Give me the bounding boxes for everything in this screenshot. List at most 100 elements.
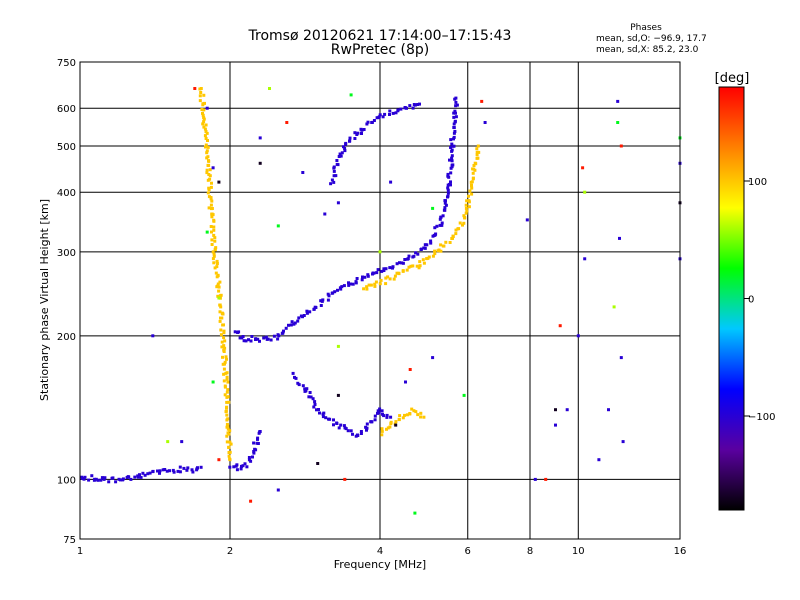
data-point bbox=[228, 440, 232, 444]
data-point bbox=[414, 410, 418, 414]
data-point bbox=[616, 99, 620, 103]
data-point bbox=[143, 473, 147, 477]
data-point bbox=[225, 418, 229, 422]
data-point bbox=[450, 142, 454, 146]
data-point bbox=[293, 321, 297, 325]
data-point bbox=[332, 165, 336, 169]
data-point bbox=[416, 252, 420, 256]
data-point bbox=[212, 254, 216, 258]
data-point bbox=[422, 261, 426, 265]
data-point bbox=[326, 292, 330, 296]
data-point bbox=[444, 203, 448, 207]
data-point bbox=[225, 395, 229, 399]
data-point bbox=[452, 111, 456, 115]
data-point bbox=[361, 275, 364, 279]
data-point bbox=[583, 257, 587, 261]
data-point bbox=[294, 376, 298, 380]
data-point bbox=[185, 468, 189, 472]
data-point bbox=[467, 199, 471, 203]
data-point bbox=[373, 282, 377, 286]
data-point bbox=[422, 415, 426, 419]
data-point bbox=[380, 409, 384, 413]
data-point bbox=[406, 257, 410, 261]
data-point bbox=[363, 275, 367, 279]
data-point bbox=[210, 238, 214, 242]
data-point bbox=[471, 171, 475, 175]
data-point bbox=[302, 314, 306, 317]
data-point bbox=[191, 470, 195, 474]
data-point bbox=[266, 337, 270, 341]
data-point bbox=[214, 246, 218, 250]
data-point bbox=[372, 271, 376, 275]
data-point bbox=[405, 413, 409, 417]
data-point bbox=[253, 447, 257, 451]
data-point bbox=[227, 432, 231, 436]
data-point bbox=[285, 121, 289, 124]
data-point bbox=[223, 346, 227, 350]
y-tick-label: 100 bbox=[57, 475, 76, 486]
data-point bbox=[453, 109, 457, 113]
data-point bbox=[322, 411, 326, 415]
data-point bbox=[326, 298, 330, 302]
data-point bbox=[252, 450, 256, 453]
data-point bbox=[201, 122, 205, 126]
data-point bbox=[317, 408, 320, 411]
data-point bbox=[193, 87, 197, 90]
data-point bbox=[356, 434, 360, 437]
data-point bbox=[218, 303, 222, 307]
data-point bbox=[178, 465, 182, 469]
data-point bbox=[99, 478, 103, 482]
data-point bbox=[210, 181, 213, 185]
data-point bbox=[216, 284, 219, 288]
data-point bbox=[470, 184, 473, 187]
data-point bbox=[583, 190, 587, 194]
data-point bbox=[235, 468, 239, 472]
data-point bbox=[204, 143, 208, 147]
data-point bbox=[414, 251, 418, 255]
data-point bbox=[380, 429, 384, 433]
data-point bbox=[297, 316, 301, 320]
data-point bbox=[382, 414, 386, 418]
data-point bbox=[249, 499, 253, 503]
data-point bbox=[475, 156, 479, 160]
data-point bbox=[431, 206, 435, 210]
data-point bbox=[207, 195, 211, 199]
data-point bbox=[394, 420, 398, 424]
data-point bbox=[202, 117, 206, 121]
data-point bbox=[225, 405, 229, 409]
data-point bbox=[251, 455, 254, 459]
data-point bbox=[211, 257, 215, 261]
data-point bbox=[612, 305, 616, 309]
x-tick-label: 6 bbox=[465, 546, 471, 557]
data-point bbox=[206, 191, 210, 195]
data-point bbox=[449, 180, 452, 184]
stats-line-o: mean, sd,O: −96.9, 17.7 bbox=[596, 34, 707, 44]
data-point bbox=[395, 271, 399, 275]
data-point bbox=[418, 260, 422, 264]
data-point bbox=[450, 148, 454, 152]
data-point bbox=[619, 144, 623, 148]
data-point bbox=[205, 156, 209, 160]
data-point bbox=[211, 250, 215, 254]
data-point bbox=[239, 467, 243, 471]
data-point bbox=[422, 246, 426, 250]
data-point bbox=[458, 221, 462, 225]
data-point bbox=[276, 488, 280, 492]
data-point bbox=[457, 227, 461, 231]
data-point bbox=[214, 271, 218, 275]
data-point bbox=[156, 469, 159, 473]
data-point bbox=[429, 241, 433, 245]
data-point bbox=[96, 478, 100, 482]
data-point bbox=[342, 284, 346, 288]
data-point bbox=[446, 183, 450, 187]
colorbar-tick-label: 0 bbox=[748, 295, 754, 306]
data-point bbox=[349, 282, 353, 286]
data-point bbox=[389, 415, 393, 419]
data-point bbox=[413, 103, 417, 107]
data-point bbox=[222, 336, 226, 340]
data-point bbox=[203, 127, 207, 131]
data-point bbox=[373, 418, 377, 422]
data-point bbox=[141, 471, 145, 475]
data-point bbox=[215, 262, 219, 265]
data-point bbox=[462, 393, 466, 397]
